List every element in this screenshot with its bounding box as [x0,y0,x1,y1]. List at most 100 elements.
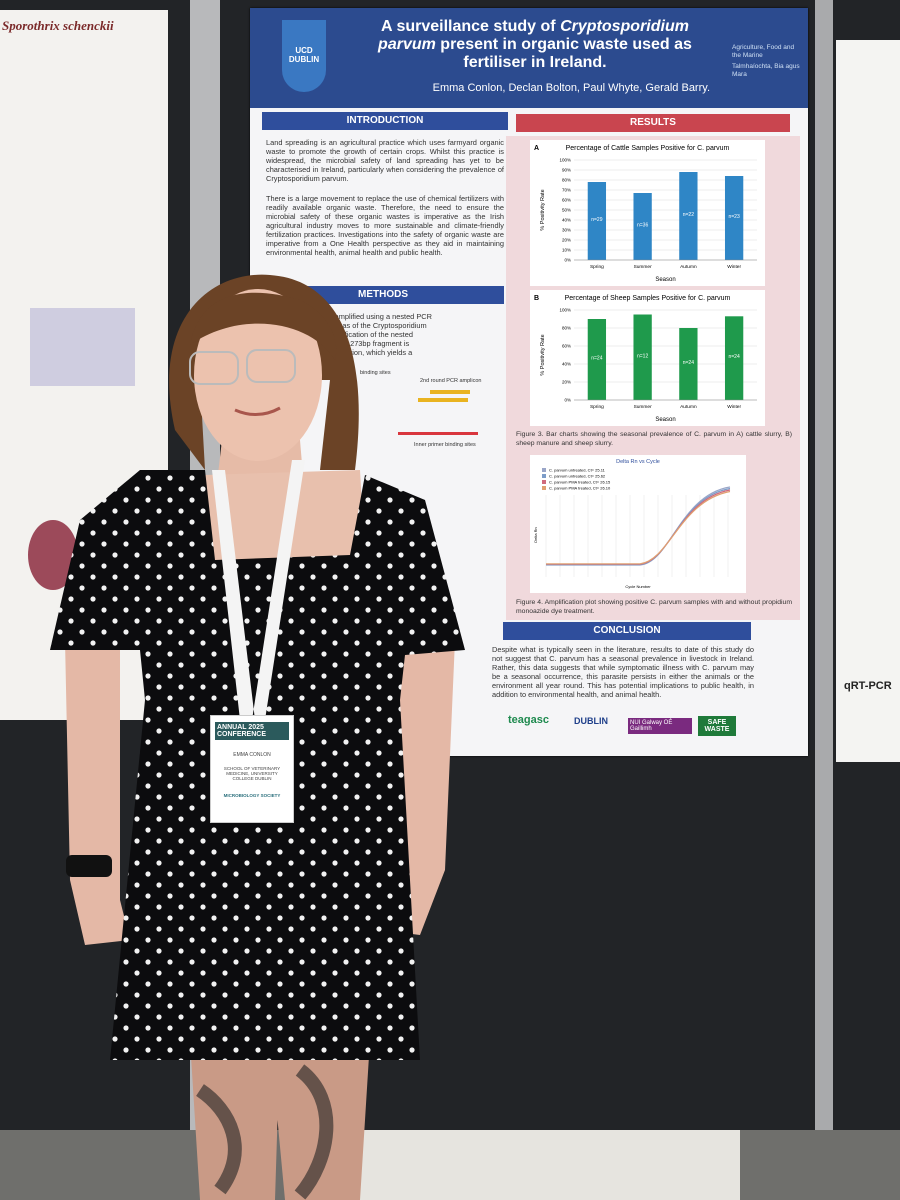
legend-entry: C. parvum untreated, Ct= 25.11 [549,468,606,473]
logo: NUI Galway OÉ Gaillimh [628,718,692,734]
diagram-label: binding sites [360,370,391,376]
badge-affiliation: SCHOOL OF VETERINARY MEDICINE, UNIVERSIT… [223,766,281,781]
title-part: A surveillance study of [381,18,561,35]
x-tick-label: Winter [727,264,741,270]
legend-swatch [542,486,546,490]
left-poster-heading: Sporothrix schenckii [2,18,114,33]
logo-text: Agriculture, Food and the Marine [732,44,795,59]
y-axis-label: % Positivity Rate [540,334,546,375]
x-axis-label: Season [655,277,675,283]
y-tick-label: 30% [562,228,571,233]
poster-header [250,8,808,108]
bar [679,328,698,400]
micrograph [30,308,135,386]
bar [587,319,607,400]
methods-line: ure 1) targeting two areas of the Crypto… [266,321,427,330]
x-tick-label: Autumn [680,404,697,410]
watch [66,855,112,877]
y-tick-label: 0% [564,398,571,403]
chart-title: Percentage of Sheep Samples Positive for… [565,295,731,302]
x-axis-label: Cycle Number [625,584,651,589]
logo-text: Talmhaíochta, Bia agus Mara [732,63,800,78]
chart-title: Percentage of Cattle Samples Positive fo… [566,145,730,152]
face [194,289,322,461]
bar [724,176,744,260]
bar [724,316,744,400]
badge: ANNUAL 2025 CONFERENCE EMMA CONLON SCHOO… [210,715,294,823]
bar [633,193,652,260]
x-tick-label: Spring [590,264,604,270]
bar-chart: B Percentage of Sheep Samples Positive fo… [530,290,765,426]
x-tick-label: Winter [727,404,741,410]
hair-front [190,292,337,360]
y-axis-label: % Positivity Rate [540,189,546,230]
title-part: Cryptosporidium parvum [378,18,689,53]
badge-event: ANNUAL 2025 CONFERENCE [215,722,289,740]
y-tick-label: 100% [559,308,571,313]
y-tick-label: 0% [564,258,571,263]
logo: DUBLIN [574,716,608,726]
x-tick-label: Summer [634,404,653,410]
badge-event-line: CONFERENCE [217,731,267,738]
legend-entry: C. parvum untreated, Ct= 25.62 [549,474,606,479]
y-tick-label: 70% [562,188,571,193]
methods-line: C. parvum DNA was amplified using a nest… [266,312,432,321]
x-tick-label: Summer [634,264,653,270]
legend-swatch [542,468,546,472]
chest [200,470,365,565]
bar-label: n=24 [591,356,602,362]
bar-label: n=12 [637,353,648,359]
section-heading: RESULTS [516,114,790,132]
y-tick-label: 50% [562,208,571,213]
ucd-logo: UCD DUBLIN [282,20,326,92]
primer [418,398,468,402]
right-poster-fragment: qRT-PCR [844,680,892,692]
badge-event-line: ANNUAL 2025 [217,724,264,731]
conclusion-text: Despite what is typically seen in the li… [492,645,754,699]
glasses [189,351,239,385]
dna [398,432,478,435]
plot-title: Delta Rn vs Cycle [616,459,660,465]
figure-caption: Figure 4. Amplification plot showing pos… [516,599,792,615]
logo: SAFE WASTE [698,716,736,736]
arm [65,640,455,945]
bar-label: n=24 [683,360,694,366]
amplification-plot: Delta Rn vs Cycle C. parvum untreated, Ct… [530,455,746,593]
primer [430,390,470,394]
y-tick-label: 80% [562,326,571,331]
diagram-label: 2nd round PCR amplicon [420,378,482,384]
legend-entry: C. parvum PMA treated, Ct= 26.10 [549,486,611,491]
panel-label: A [534,145,539,152]
bar-label: n=23 [728,214,739,220]
x-tick-label: Autumn [680,264,697,270]
pcr-diagram: binding sites 2nd round PCR amplicon Inn… [340,358,500,458]
section-heading: INTRODUCTION [262,112,508,130]
badge-name: EMMA CONLON [233,752,271,758]
bar-label: n=24 [728,354,739,360]
lanyard [212,460,305,720]
bar-label: n=22 [683,212,694,218]
bar [679,172,698,260]
box [360,1130,740,1200]
panel-label: B [534,295,539,302]
bar-chart: A Percentage of Cattle Samples Positive f… [530,140,765,286]
frame-right [815,0,833,1140]
leg [190,1040,370,1200]
intro-paragraph: Land spreading is an agricultural practi… [266,138,504,183]
y-tick-label: 60% [562,198,571,203]
dept-logo: Agriculture, Food and the Marine Talmhaí… [732,44,804,79]
intro-paragraph: There is a large movement to replace the… [266,194,504,257]
legend-swatch [542,480,546,484]
legend-entry: C. parvum PMA treated, Ct= 26.15 [549,480,611,485]
x-tick-label: Spring [590,404,604,410]
y-tick-label: 40% [562,362,571,367]
figure-caption: Figure 3. Bar charts showing the seasona… [516,431,792,447]
right-poster: qRT-PCR [836,40,900,762]
poster-authors: Emma Conlon, Declan Bolton, Paul Whyte, … [432,82,710,94]
poster-title: A surveillance study of Cryptosporidium … [350,18,720,72]
bar [587,182,607,260]
legend-swatch [542,474,546,478]
section-heading: CONCLUSION [503,622,751,640]
